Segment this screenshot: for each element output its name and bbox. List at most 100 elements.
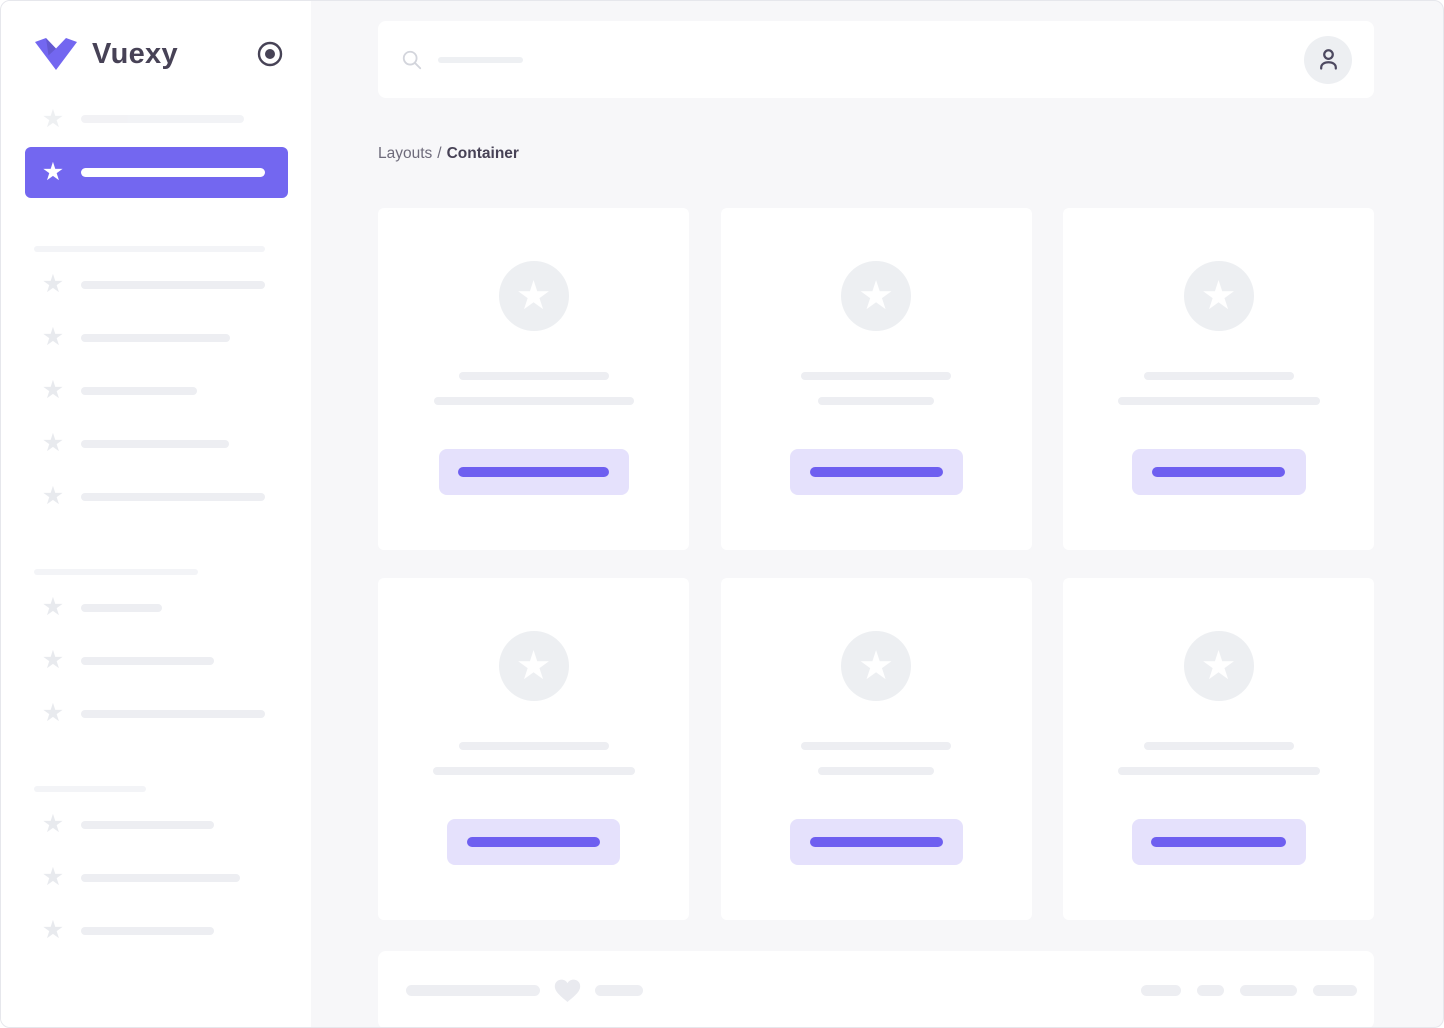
- heart-icon: [553, 977, 582, 1004]
- card-avatar: ★: [498, 261, 569, 331]
- cards-grid: ★ ★ ★ ★ ★ ★: [378, 208, 1374, 920]
- menu-label-skeleton: [81, 820, 214, 829]
- card-subtitle-skeleton: [818, 397, 934, 405]
- card-avatar: ★: [498, 631, 569, 701]
- card-subtitle-skeleton: [433, 397, 634, 405]
- footer-left: [406, 977, 643, 1004]
- sidebar-item-skeleton[interactable]: ★: [1, 258, 311, 311]
- breadcrumb-parent[interactable]: Layouts: [378, 145, 433, 162]
- card-title-skeleton: [458, 372, 609, 380]
- sidebar: Vuexy ★ ★ ★ ★ ★ ★ ★ ★ ★ ★ ★ ★ ★: [1, 1, 311, 1027]
- person-icon: [1319, 49, 1337, 70]
- card-title-skeleton: [801, 742, 951, 750]
- sidebar-item-skeleton[interactable]: ★: [1, 95, 311, 143]
- button-label-skeleton: [458, 467, 609, 477]
- sidebar-item-skeleton[interactable]: ★: [1, 634, 311, 687]
- sidebar-section: ★ ★ ★: [1, 581, 311, 740]
- star-icon: ★: [41, 593, 65, 621]
- search-placeholder-skeleton: [438, 56, 523, 63]
- menu-label-skeleton: [81, 439, 229, 448]
- button-label-skeleton: [809, 467, 943, 477]
- sidebar-item-skeleton[interactable]: ★: [1, 311, 311, 364]
- sidebar-item-active[interactable]: ★: [25, 147, 288, 198]
- sidebar-section: ★ ★ ★: [1, 798, 311, 957]
- star-icon: ★: [41, 810, 65, 838]
- circle-dot-icon: [257, 41, 283, 67]
- user-avatar-button[interactable]: [1304, 35, 1352, 84]
- button-label-skeleton: [1152, 467, 1285, 477]
- menu-label-skeleton: [81, 603, 162, 612]
- card-subtitle-skeleton: [1117, 397, 1320, 405]
- star-icon: ★: [858, 644, 894, 688]
- card-subtitle-skeleton: [818, 767, 934, 775]
- footer-links: [1141, 984, 1357, 996]
- sidebar-item-skeleton[interactable]: ★: [1, 687, 311, 740]
- card-action-button[interactable]: [1131, 819, 1306, 865]
- content-card: ★: [1063, 208, 1374, 550]
- menu-label-skeleton: [81, 492, 265, 501]
- star-icon: ★: [41, 429, 65, 457]
- card-action-button[interactable]: [1131, 449, 1306, 495]
- sidebar-item-skeleton[interactable]: ★: [1, 904, 311, 957]
- content-card: ★: [1063, 578, 1374, 920]
- star-icon: ★: [858, 274, 894, 318]
- card-action-button[interactable]: [438, 449, 629, 495]
- breadcrumb-current: Container: [446, 145, 519, 162]
- star-icon: ★: [1200, 274, 1237, 318]
- button-label-skeleton: [809, 837, 943, 847]
- footer-small-skeleton: [595, 984, 643, 996]
- footer-link-skeleton: [1197, 984, 1224, 996]
- content-card: ★: [378, 208, 689, 550]
- section-header-skeleton: [34, 246, 265, 252]
- menu-label-skeleton: [81, 280, 265, 289]
- card-avatar: ★: [1183, 261, 1254, 331]
- section-header-skeleton: [34, 569, 198, 575]
- card-title-skeleton: [1143, 372, 1294, 380]
- button-label-skeleton: [1151, 837, 1286, 847]
- card-avatar: ★: [1183, 631, 1254, 701]
- star-icon: ★: [41, 104, 65, 133]
- card-action-button[interactable]: [789, 449, 963, 495]
- search-bar[interactable]: [378, 21, 1374, 98]
- star-icon: ★: [41, 158, 65, 186]
- sidebar-item-skeleton[interactable]: ★: [1, 364, 311, 417]
- card-avatar: ★: [841, 261, 911, 331]
- breadcrumb: Layouts / Container: [378, 144, 1374, 163]
- star-icon: ★: [41, 646, 65, 674]
- card-subtitle-skeleton: [432, 767, 635, 775]
- sidebar-item-skeleton[interactable]: ★: [1, 417, 311, 470]
- sidebar-item-skeleton[interactable]: ★: [1, 851, 311, 904]
- menu-label-skeleton: [81, 709, 265, 718]
- footer-link-skeleton: [1141, 984, 1181, 996]
- sidebar-nav: ★ ★ ★ ★ ★ ★ ★ ★ ★ ★ ★ ★ ★: [1, 95, 311, 957]
- footer-link-skeleton: [1240, 984, 1297, 996]
- star-icon: ★: [41, 863, 65, 891]
- sidebar-item-skeleton[interactable]: ★: [1, 470, 311, 523]
- sidebar-item-skeleton[interactable]: ★: [1, 798, 311, 851]
- footer-card: [378, 951, 1374, 1027]
- brand-logo[interactable]: Vuexy: [34, 37, 178, 71]
- star-icon: ★: [41, 376, 65, 404]
- content-card: ★: [378, 578, 689, 920]
- footer-link-skeleton: [1313, 984, 1357, 996]
- main-content: Layouts / Container ★ ★ ★ ★ ★ ★: [311, 1, 1443, 1027]
- sidebar-item-skeleton[interactable]: ★: [1, 581, 311, 634]
- star-icon: ★: [515, 274, 552, 318]
- card-title-skeleton: [1143, 742, 1294, 750]
- active-menu-label-skeleton: [81, 168, 265, 177]
- content-card: ★: [720, 208, 1032, 550]
- menu-pin-toggle[interactable]: [255, 39, 285, 69]
- star-icon: ★: [41, 482, 65, 510]
- footer-text-skeleton: [406, 984, 540, 996]
- menu-label-skeleton: [81, 115, 244, 123]
- menu-label-skeleton: [81, 926, 214, 935]
- brand-name: Vuexy: [92, 37, 178, 70]
- menu-label-skeleton: [81, 333, 230, 342]
- section-header-skeleton: [34, 786, 146, 792]
- card-action-button[interactable]: [447, 819, 620, 865]
- menu-label-skeleton: [81, 386, 197, 395]
- content-card: ★: [720, 578, 1032, 920]
- card-action-button[interactable]: [789, 819, 963, 865]
- star-icon: ★: [515, 644, 552, 688]
